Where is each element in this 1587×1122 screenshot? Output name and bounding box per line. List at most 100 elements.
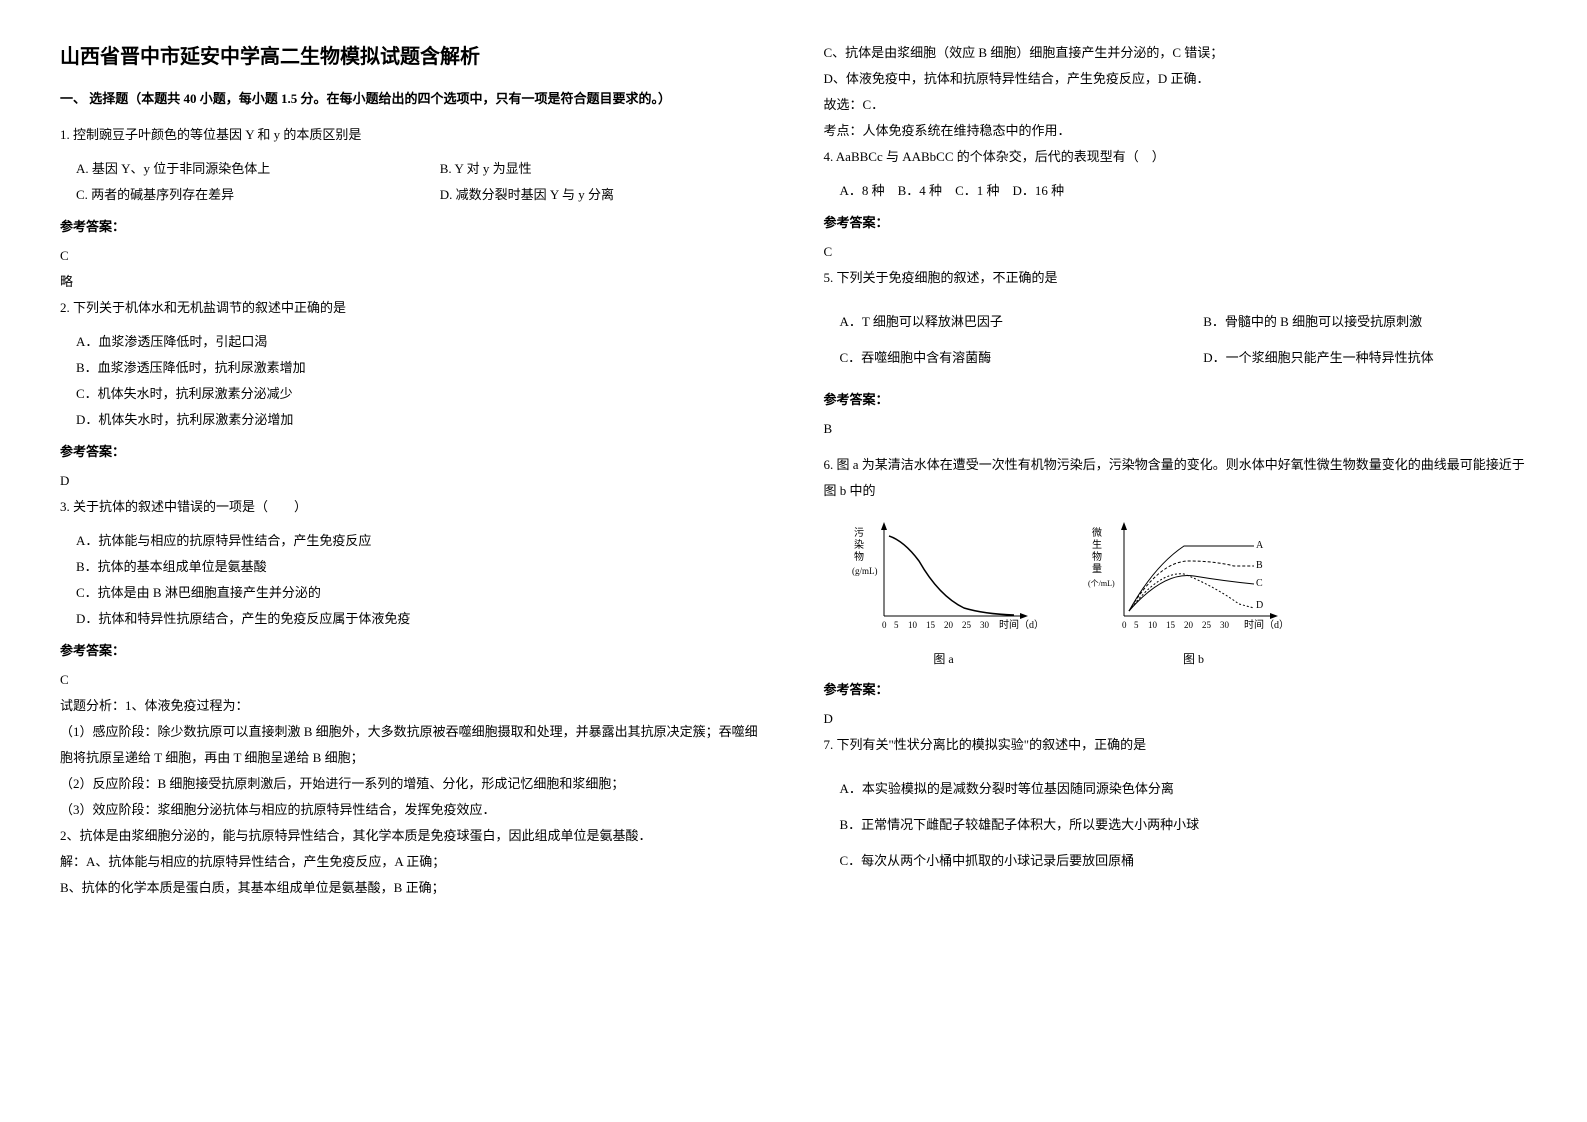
chart-b-curve-a (1129, 546, 1254, 611)
q3-exp3: （3）效应阶段：浆细胞分泌抗体与相应的抗原特异性结合，发挥免疫效应． (60, 797, 764, 823)
q3-exp1: （1）感应阶段：除少数抗原可以直接刺激 B 细胞外，大多数抗原被吞噬细胞摄取和处… (60, 719, 764, 771)
q4-optC: C．1 种 (955, 183, 999, 198)
q3-exp2: （2）反应阶段：B 细胞接受抗原刺激后，开始进行一系列的增殖、分化，形成记忆细胞… (60, 771, 764, 797)
q3-answer-label: 参考答案： (60, 640, 764, 659)
q7-optB: B．正常情况下雌配子较雄配子体积大，所以要选大小两种小球 (840, 812, 1528, 838)
q6-answer-label: 参考答案： (824, 679, 1528, 698)
q1-optA: A. 基因 Y、y 位于非同源染色体上 (76, 156, 400, 182)
q4-answer: C (824, 239, 1528, 265)
svg-text:30: 30 (1220, 620, 1230, 630)
q3-exp6: B、抗体的化学本质是蛋白质，其基本组成单位是氨基酸，B 正确； (60, 875, 764, 901)
q3-optA: A．抗体能与相应的抗原特异性结合，产生免疫反应 (76, 528, 764, 554)
chart-b-svg: 微 生 物 量 (个/mL) A B (1084, 516, 1304, 646)
q4-optD: D．16 种 (1012, 183, 1064, 198)
q4-options: A．8 种 B．4 种 C．1 种 D．16 种 (824, 178, 1528, 204)
svg-text:A: A (1256, 540, 1264, 551)
svg-text:0: 0 (882, 620, 887, 630)
left-column: 山西省晋中市延安中学高二生物模拟试题含解析 一、 选择题（本题共 40 小题，每… (60, 40, 764, 901)
q4-stem: 4. AaBBCc 与 AABbCC 的个体杂交，后代的表现型有（ ） (824, 144, 1528, 170)
q1-answer-label: 参考答案： (60, 216, 764, 235)
chart-a-ylabel: 污 (854, 527, 864, 539)
chart-b-caption: 图 b (1084, 650, 1304, 667)
svg-text:B: B (1256, 560, 1263, 571)
q3-optC: C．抗体是由 B 淋巴细胞直接产生并分泌的 (76, 580, 764, 606)
q2-optA: A．血浆渗透压降低时，引起口渴 (76, 329, 764, 355)
chart-a-svg: 污 染 物 (g/mL) 0 5 10 15 20 (844, 516, 1044, 646)
chart-container: 污 染 物 (g/mL) 0 5 10 15 20 (824, 516, 1528, 667)
q7-optC: C．每次从两个小桶中抓取的小球记录后要放回原桶 (840, 848, 1528, 874)
q5-options: A．T 细胞可以释放淋巴因子 B．骨髓中的 B 细胞可以接受抗原刺激 C．吞噬细… (824, 309, 1528, 371)
q1-optD: D. 减数分裂时基因 Y 与 y 分离 (440, 182, 764, 208)
q4-optB: B．4 种 (898, 183, 942, 198)
svg-text:(个/mL): (个/mL) (1088, 579, 1115, 588)
q3-exp-head: 试题分析：1、体液免疫过程为： (60, 693, 764, 719)
q3-optB: B．抗体的基本组成单位是氨基酸 (76, 554, 764, 580)
q1-optC: C. 两者的碱基序列存在差异 (76, 182, 400, 208)
svg-text:物: 物 (854, 550, 864, 563)
svg-text:染: 染 (854, 538, 864, 551)
right-column: C、抗体是由浆细胞（效应 B 细胞）细胞直接产生并分泌的，C 错误； D、体液免… (824, 40, 1528, 901)
svg-text:15: 15 (1166, 620, 1176, 630)
q3-exp5: 解：A、抗体能与相应的抗原特异性结合，产生免疫反应，A 正确； (60, 849, 764, 875)
q5-optC: C．吞噬细胞中含有溶菌酶 (840, 345, 1164, 371)
chart-b-ylabel: 微 (1092, 526, 1102, 539)
svg-text:5: 5 (1134, 620, 1139, 630)
svg-text:物: 物 (1092, 550, 1102, 563)
q3-exp9: 故选：C． (824, 92, 1528, 118)
q3-stem: 3. 关于抗体的叙述中错误的一项是（ ） (60, 494, 764, 520)
q4-answer-label: 参考答案： (824, 212, 1528, 231)
chart-a-caption: 图 a (844, 650, 1044, 667)
q3-exp10: 考点：人体免疫系统在维持稳态中的作用． (824, 118, 1528, 144)
q1-options: A. 基因 Y、y 位于非同源染色体上 B. Y 对 y 为显性 C. 两者的碱… (60, 156, 764, 208)
q2-answer: D (60, 468, 764, 494)
q7-optA: A．本实验模拟的是减数分裂时等位基因随同源染色体分离 (840, 776, 1528, 802)
q5-optB: B．骨髓中的 B 细胞可以接受抗原刺激 (1203, 309, 1527, 335)
q3-answer: C (60, 667, 764, 693)
q1-optB: B. Y 对 y 为显性 (440, 156, 764, 182)
chart-b-curve-c (1129, 575, 1254, 611)
svg-text:25: 25 (962, 620, 972, 630)
chart-b-xlabel: 时间（d） (1244, 618, 1289, 631)
chart-a: 污 染 物 (g/mL) 0 5 10 15 20 (844, 516, 1044, 667)
q6-stem: 6. 图 a 为某清洁水体在遭受一次性有机物污染后，污染物含量的变化。则水体中好… (824, 452, 1528, 504)
q7-stem: 7. 下列有关"性状分离比的模拟实验"的叙述中，正确的是 (824, 732, 1528, 758)
svg-text:(g/mL): (g/mL) (852, 566, 878, 576)
svg-text:15: 15 (926, 620, 936, 630)
q2-optC: C．机体失水时，抗利尿激素分泌减少 (76, 381, 764, 407)
q5-optA: A．T 细胞可以释放淋巴因子 (840, 309, 1164, 335)
svg-text:5: 5 (894, 620, 899, 630)
q3-optD: D．抗体和特异性抗原结合，产生的免疫反应属于体液免疫 (76, 606, 764, 632)
q7-options: A．本实验模拟的是减数分裂时等位基因随同源染色体分离 B．正常情况下雌配子较雄配… (824, 776, 1528, 874)
q3-exp8: D、体液免疫中，抗体和抗原特异性结合，产生免疫反应，D 正确． (824, 66, 1528, 92)
q6-answer: D (824, 706, 1528, 732)
svg-text:10: 10 (908, 620, 918, 630)
svg-text:生: 生 (1092, 538, 1102, 551)
section-header: 一、 选择题（本题共 40 小题，每小题 1.5 分。在每小题给出的四个选项中，… (60, 89, 764, 110)
page-container: 山西省晋中市延安中学高二生物模拟试题含解析 一、 选择题（本题共 40 小题，每… (60, 40, 1527, 901)
svg-text:20: 20 (944, 620, 954, 630)
svg-text:25: 25 (1202, 620, 1212, 630)
svg-text:10: 10 (1148, 620, 1158, 630)
q5-stem: 5. 下列关于免疫细胞的叙述，不正确的是 (824, 265, 1528, 291)
chart-b-curve-b (1129, 561, 1254, 611)
svg-text:D: D (1256, 600, 1263, 611)
q3-exp7: C、抗体是由浆细胞（效应 B 细胞）细胞直接产生并分泌的，C 错误； (824, 40, 1528, 66)
q5-answer-label: 参考答案： (824, 389, 1528, 408)
q1-note: 略 (60, 269, 764, 295)
q2-optD: D．机体失水时，抗利尿激素分泌增加 (76, 407, 764, 433)
q5-optD: D．一个浆细胞只能产生一种特异性抗体 (1203, 345, 1527, 371)
q3-options: A．抗体能与相应的抗原特异性结合，产生免疫反应 B．抗体的基本组成单位是氨基酸 … (60, 528, 764, 632)
svg-text:量: 量 (1092, 563, 1102, 575)
q3-exp4: 2、抗体是由浆细胞分泌的，能与抗原特异性结合，其化学本质是免疫球蛋白，因此组成单… (60, 823, 764, 849)
chart-a-xlabel: 时间（d） (999, 618, 1044, 631)
chart-b: 微 生 物 量 (个/mL) A B (1084, 516, 1304, 667)
q5-answer: B (824, 416, 1528, 442)
q4-optA: A．8 种 (840, 183, 885, 198)
svg-text:30: 30 (980, 620, 990, 630)
q2-answer-label: 参考答案： (60, 441, 764, 460)
q2-optB: B．血浆渗透压降低时，抗利尿激素增加 (76, 355, 764, 381)
svg-text:C: C (1256, 578, 1263, 589)
q2-stem: 2. 下列关于机体水和无机盐调节的叙述中正确的是 (60, 295, 764, 321)
q2-options: A．血浆渗透压降低时，引起口渴 B．血浆渗透压降低时，抗利尿激素增加 C．机体失… (60, 329, 764, 433)
q1-stem: 1. 控制豌豆子叶颜色的等位基因 Y 和 y 的本质区别是 (60, 122, 764, 148)
